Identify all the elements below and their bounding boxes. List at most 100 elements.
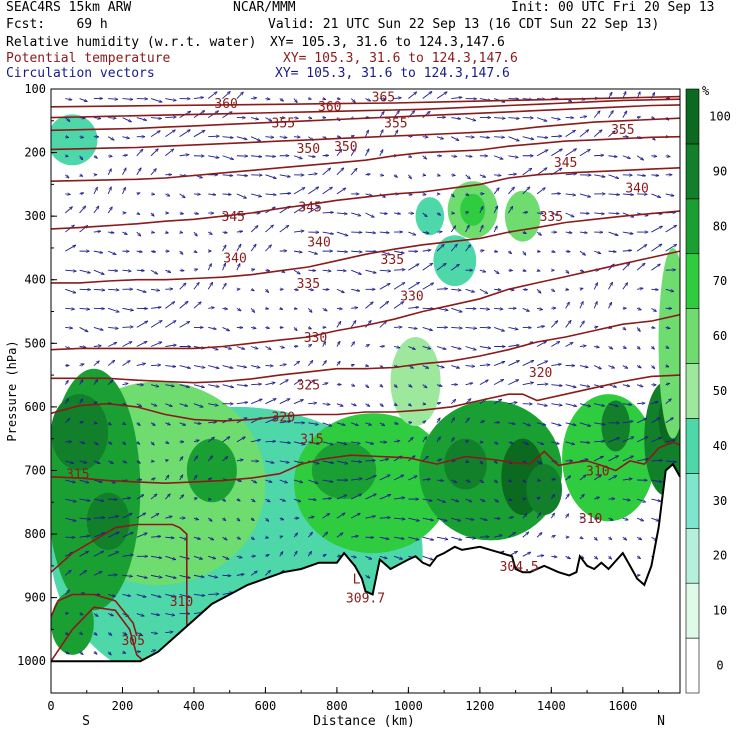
wind-vector-144 — [122, 555, 133, 557]
wind-vector-63 — [93, 156, 97, 158]
wind-vector-1246 — [651, 402, 658, 404]
wind-vector-1111 — [593, 111, 600, 118]
wind-vector-951 — [508, 499, 512, 500]
wind-vector-773 — [422, 536, 434, 540]
wind-vector-1241 — [651, 307, 656, 311]
wind-vector-964 — [522, 168, 532, 176]
wind-vector-786 — [436, 213, 441, 215]
wind-vector-742 — [408, 517, 419, 521]
wind-vector-324 — [208, 555, 215, 558]
wind-vector-1041 — [550, 494, 554, 500]
wind-vector-364 — [236, 175, 248, 176]
wind-vector-432 — [265, 327, 269, 328]
wind-vector-852 — [465, 327, 477, 328]
wind-vector-204 — [150, 555, 162, 558]
wind-vector-857 — [465, 418, 470, 424]
wind-vector-202 — [150, 513, 159, 519]
wind-vector-1102 — [580, 517, 583, 518]
wind-vector-942 — [508, 326, 518, 329]
wind-vector-904 — [494, 175, 501, 176]
wind-vector-519 — [308, 270, 315, 271]
wind-vector-390 — [251, 98, 256, 99]
wind-vector-412 — [251, 518, 254, 520]
wind-vector-769 — [422, 456, 429, 462]
wind-vector-81 — [93, 498, 104, 501]
colorbar-label-2: 20 — [713, 549, 727, 563]
wind-vector-498 — [293, 441, 305, 445]
wind-vector-662 — [379, 130, 383, 137]
wind-vector-513 — [308, 156, 315, 157]
wind-vector-1012 — [536, 513, 541, 519]
colorbar-bin-2 — [685, 527, 700, 584]
wind-vector-379 — [236, 460, 243, 461]
wind-vector-751 — [422, 111, 430, 118]
wind-vector-863 — [465, 537, 476, 538]
wind-vector-148 — [122, 633, 126, 635]
wind-vector-612 — [350, 321, 356, 328]
wind-vector-80 — [93, 479, 102, 482]
theta-label-25: 310 — [579, 512, 602, 527]
wind-vector-891 — [479, 499, 485, 501]
wind-vector-660 — [379, 99, 386, 100]
wind-vector-221 — [165, 302, 174, 309]
wind-vector-593 — [336, 533, 343, 538]
wind-vector-233 — [165, 537, 174, 538]
wind-vector-885 — [479, 380, 488, 386]
wind-vector-1094 — [579, 366, 588, 368]
wind-vector-650 — [365, 475, 377, 481]
wind-vector-812 — [451, 136, 459, 141]
wind-vector-151 — [136, 117, 147, 121]
wind-vector-611 — [351, 308, 358, 309]
wind-vector-907 — [493, 226, 497, 233]
wind-vector-195 — [150, 384, 159, 387]
wind-vector-1128 — [594, 441, 605, 442]
wind-vector-1066 — [565, 403, 577, 407]
wind-vector-1159 — [608, 456, 619, 462]
theta-label-3: 355 — [272, 117, 295, 132]
wind-vector-833 — [451, 536, 462, 540]
wind-vector-289 — [193, 456, 198, 462]
wind-vector-485 — [293, 188, 305, 195]
colorbar-label-5: 50 — [713, 384, 727, 398]
wind-vector-796 — [436, 403, 441, 404]
wind-vector-666 — [379, 213, 388, 214]
wind-vector-1053 — [565, 149, 577, 157]
wind-vector-1267 — [665, 225, 677, 233]
wind-vector-527 — [308, 422, 318, 425]
wind-vector-2 — [65, 137, 68, 138]
wind-vector-1101 — [579, 494, 584, 500]
wind-vector-348 — [222, 437, 230, 443]
wind-vector-154 — [136, 168, 141, 176]
wind-vector-1114 — [594, 174, 605, 177]
wind-vector-661 — [379, 112, 384, 118]
wind-vector-1129 — [594, 456, 603, 462]
wind-vector-421 — [265, 117, 271, 121]
wind-vector-219 — [165, 270, 170, 272]
wind-vector-635 — [365, 194, 373, 196]
wind-vector-73 — [93, 346, 101, 347]
wind-vector-183 — [150, 149, 158, 157]
theta-contour-330-6 — [51, 250, 680, 351]
wind-vector-19 — [65, 460, 73, 463]
wind-vector-326 — [208, 594, 219, 595]
wind-vector-1191 — [622, 499, 630, 500]
wind-vector-72 — [93, 326, 103, 330]
wind-vector-968 — [522, 250, 526, 255]
wind-vector-938 — [508, 251, 511, 254]
wind-vector-803 — [436, 536, 448, 539]
rh-region-19 — [460, 193, 486, 226]
wind-vector-908 — [494, 251, 497, 252]
wind-vector-280 — [193, 282, 199, 290]
wind-vector-92 — [107, 136, 114, 140]
rh-region-8 — [311, 441, 377, 500]
wind-vector-159 — [136, 270, 145, 271]
wind-vector-1040 — [551, 479, 555, 480]
colorbar-bin-3 — [685, 473, 700, 529]
y-tick-label-6: 700 — [24, 463, 46, 477]
wind-vector-75 — [93, 380, 98, 385]
wind-vector-854 — [465, 366, 475, 367]
wind-vector-1247 — [651, 418, 660, 424]
colorbar-label-0: 0 — [716, 659, 723, 673]
wind-vector-526 — [308, 403, 316, 404]
